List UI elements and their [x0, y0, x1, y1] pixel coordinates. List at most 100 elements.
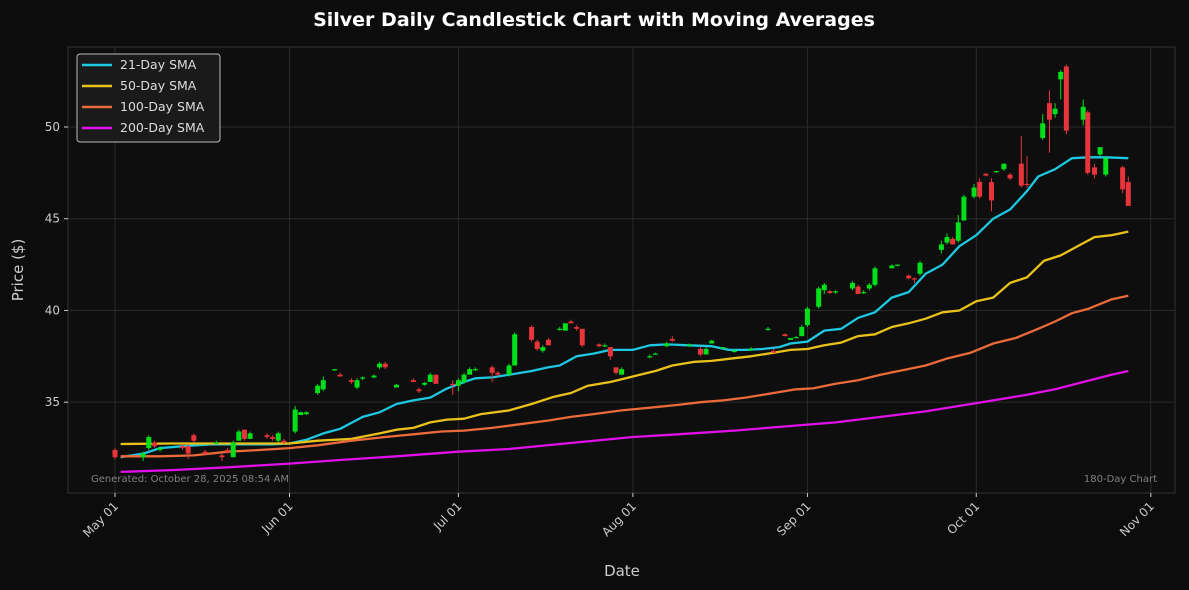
candle-body: [793, 337, 799, 339]
candle-down: [950, 237, 956, 245]
candle-up: [557, 326, 563, 331]
candle-body: [427, 374, 433, 383]
candle-body: [1007, 174, 1013, 179]
candle-body: [950, 238, 956, 245]
candle-body: [944, 237, 950, 243]
candle-body: [709, 340, 715, 344]
x-axis-label: Date: [604, 562, 640, 580]
candle-up: [889, 264, 895, 269]
candle-up: [1097, 147, 1103, 157]
candle-down: [348, 378, 354, 384]
candle-body: [185, 446, 191, 454]
candle-up: [303, 411, 309, 416]
candle-body: [191, 435, 197, 441]
candle-body: [1063, 66, 1069, 131]
candle-body: [360, 377, 366, 379]
moving-averages: [120, 156, 1129, 474]
candle-body: [1103, 158, 1109, 175]
candle-body: [230, 442, 236, 458]
candle-body: [647, 356, 653, 358]
candle-up: [230, 440, 236, 458]
candle-body: [534, 341, 540, 349]
candle-down: [1063, 64, 1069, 135]
candle-body: [804, 308, 810, 326]
sma-line-50: [120, 230, 1129, 446]
candle-down: [607, 347, 613, 360]
candle-body: [994, 171, 1000, 173]
candle-up: [961, 194, 967, 221]
candle-body: [281, 440, 287, 443]
candle-up: [861, 290, 867, 294]
candle-body: [971, 187, 977, 197]
candle-body: [579, 328, 585, 346]
candle-body: [315, 385, 321, 394]
candle-up: [793, 336, 799, 339]
period-label: 180-Day Chart: [1084, 474, 1157, 485]
candle-up: [833, 290, 839, 294]
candle-up: [1080, 99, 1086, 126]
sma-line-200: [120, 369, 1129, 474]
candle-up: [247, 431, 253, 439]
candle-body: [467, 369, 473, 375]
candle-body: [213, 442, 219, 444]
candle-up: [467, 367, 473, 375]
candle-body: [1024, 183, 1030, 186]
candle-down: [855, 284, 861, 294]
candle-down: [906, 274, 912, 280]
candle-down: [1018, 136, 1024, 188]
candle-body: [241, 429, 247, 439]
candle-body: [607, 347, 613, 357]
candle-up: [298, 411, 304, 416]
grid: [68, 47, 1175, 493]
candle-down: [112, 448, 118, 460]
candle-body: [180, 446, 186, 449]
candle-body: [1097, 147, 1103, 155]
candle-down: [410, 378, 416, 383]
candle-up: [1001, 163, 1007, 172]
candle-up: [821, 282, 827, 294]
candle-body: [275, 433, 281, 441]
candle-up: [664, 341, 670, 348]
candle-up: [602, 343, 608, 348]
candle-body: [613, 367, 619, 373]
candle-down: [988, 178, 994, 212]
candle-body: [821, 284, 827, 291]
candle-body: [146, 437, 152, 449]
candle-down: [911, 277, 917, 283]
candle-down: [1007, 172, 1013, 181]
candle-body: [782, 334, 788, 337]
candle-down: [574, 325, 580, 331]
candle-body: [1125, 182, 1131, 206]
candle-down: [337, 372, 343, 377]
chart-title: Silver Daily Candlestick Chart with Movi…: [313, 9, 875, 31]
candle-body: [652, 353, 658, 355]
candle-up: [866, 282, 872, 291]
candles: [112, 64, 1131, 461]
candle-body: [202, 451, 208, 454]
candle-body: [236, 431, 242, 441]
candle-up: [703, 347, 709, 355]
candle-up: [619, 367, 625, 375]
candle-down: [416, 387, 422, 394]
candle-body: [872, 268, 878, 285]
candle-up: [1058, 70, 1064, 100]
candle-down: [219, 453, 225, 461]
candle-body: [337, 374, 343, 377]
candle-body: [512, 334, 518, 366]
candle-body: [788, 337, 794, 340]
candle-down: [270, 435, 276, 441]
candle-down: [596, 343, 602, 348]
candle-down: [281, 438, 287, 445]
candle-body: [906, 275, 912, 279]
legend-label: 100-Day SMA: [120, 99, 205, 114]
candle-body: [292, 409, 298, 432]
candle-down: [1125, 176, 1131, 206]
candle-body: [461, 374, 467, 383]
candle-body: [988, 182, 994, 201]
candle-down: [545, 337, 551, 346]
candle-body: [557, 328, 563, 331]
candle-up: [422, 382, 428, 386]
candle-body: [562, 323, 568, 331]
candle-body: [320, 380, 326, 390]
candle-down: [489, 365, 495, 383]
